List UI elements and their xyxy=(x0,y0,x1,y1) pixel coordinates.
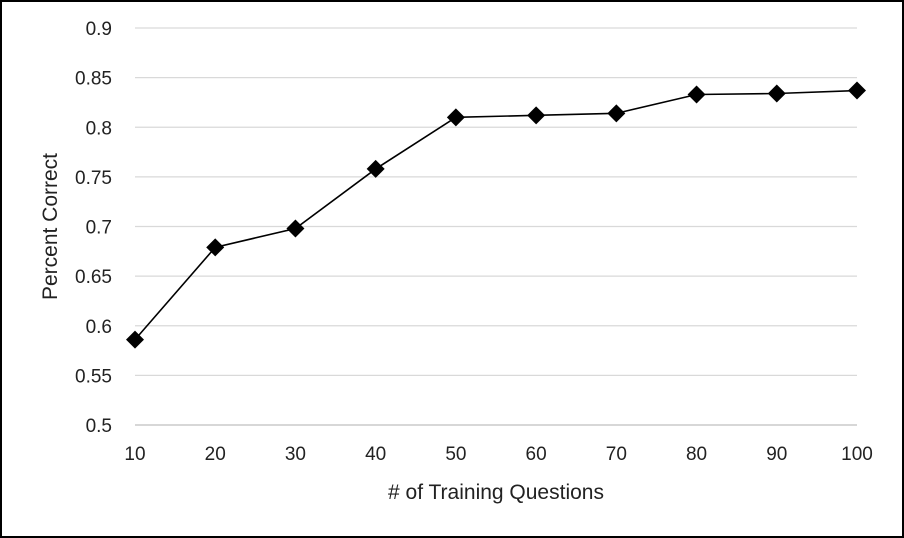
data-point-marker xyxy=(366,159,385,178)
data-point-marker xyxy=(446,108,465,127)
y-tick-label: 0.8 xyxy=(86,118,112,139)
y-tick-label: 0.75 xyxy=(75,168,112,189)
x-axis-title: # of Training Questions xyxy=(388,481,604,504)
x-tick-label: 30 xyxy=(285,444,306,465)
x-tick-label: 60 xyxy=(526,444,547,465)
data-point-marker xyxy=(767,84,786,103)
y-axis-title: Percent Correct xyxy=(39,153,62,300)
x-tick-label: 70 xyxy=(606,444,627,465)
data-point-marker xyxy=(126,330,144,349)
series-group xyxy=(126,81,866,349)
y-tick-label: 0.6 xyxy=(86,317,112,338)
y-tick-label: 0.7 xyxy=(86,218,112,239)
gridlines xyxy=(135,27,857,426)
x-tick-label: 100 xyxy=(841,444,873,465)
x-tick-label: 80 xyxy=(686,444,707,465)
y-tick-label: 0.85 xyxy=(75,69,112,90)
data-point-marker xyxy=(527,106,546,125)
x-tick-label: 10 xyxy=(124,444,145,465)
y-axis-ticks: 0.5 0.55 0.6 0.65 0.7 0.75 0.8 0.85 0.9 xyxy=(75,19,112,437)
data-point-marker xyxy=(848,81,866,100)
data-point-marker xyxy=(607,104,626,123)
y-tick-label: 0.5 xyxy=(86,416,112,437)
y-tick-label: 0.9 xyxy=(86,19,112,40)
data-point-marker xyxy=(687,85,706,104)
x-axis-ticks: 10 20 30 40 50 60 70 80 90 100 xyxy=(124,444,872,465)
series-line xyxy=(134,89,858,341)
x-tick-label: 40 xyxy=(365,444,386,465)
x-tick-label: 20 xyxy=(205,444,226,465)
data-point-marker xyxy=(286,219,305,238)
y-tick-label: 0.55 xyxy=(75,366,112,387)
data-point-marker xyxy=(206,238,225,257)
y-tick-label: 0.65 xyxy=(75,267,112,288)
x-tick-label: 90 xyxy=(766,444,787,465)
x-tick-label: 50 xyxy=(445,444,466,465)
